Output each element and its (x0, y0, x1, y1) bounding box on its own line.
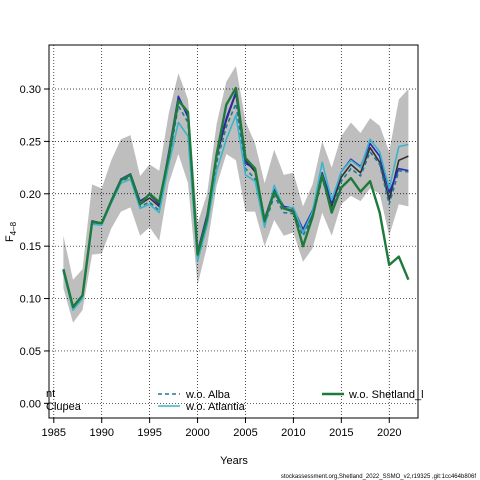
y-tick-label: 0.25 (20, 136, 41, 148)
x-tick-label: 1990 (89, 427, 113, 439)
x-tick-label: 2005 (233, 427, 257, 439)
grid-layer (49, 45, 418, 418)
source-caption: stockassessment.org,Shetland_2022_SSMO_v… (281, 474, 476, 480)
y-tick-label: 0.30 (20, 84, 41, 96)
y-tick-label: 0.00 (20, 398, 41, 410)
x-axis-title: Years (220, 455, 248, 467)
y-axis-title: F4–8 (4, 221, 18, 242)
plot-frame (48, 44, 419, 419)
x-axis: 1985 1990 1995 2000 2005 2010 2015 2020 (42, 418, 401, 439)
y-axis: 0.00 0.05 0.10 0.15 0.20 0.25 0.30 (20, 84, 49, 410)
legend-label: w.o. Alba (185, 389, 231, 401)
x-tick-label: 2000 (185, 427, 209, 439)
y-tick-label: 0.20 (20, 189, 41, 201)
legend-label: w.o. Shetland_l (348, 389, 424, 401)
series-line-3 (62, 114, 409, 311)
x-tick-label: 2015 (329, 427, 353, 439)
y-axis-title-subscript: 4–8 (9, 221, 18, 235)
series-layer (62, 86, 410, 311)
y-tick-label: 0.10 (20, 294, 41, 306)
legend-label: nt (46, 388, 55, 400)
y-tick-label: 0.15 (20, 241, 41, 253)
x-tick-label: 1985 (42, 427, 66, 439)
x-tick-label: 2020 (377, 427, 401, 439)
x-tick-label: 2010 (281, 427, 305, 439)
y-tick-label: 0.05 (20, 346, 41, 358)
series-line-4 (62, 86, 410, 309)
y-axis-title-main: F (4, 235, 16, 242)
legend-label: w.o. Atlantia (185, 401, 246, 413)
legend-label: Clupea (46, 401, 82, 413)
x-tick-label: 1995 (137, 427, 161, 439)
